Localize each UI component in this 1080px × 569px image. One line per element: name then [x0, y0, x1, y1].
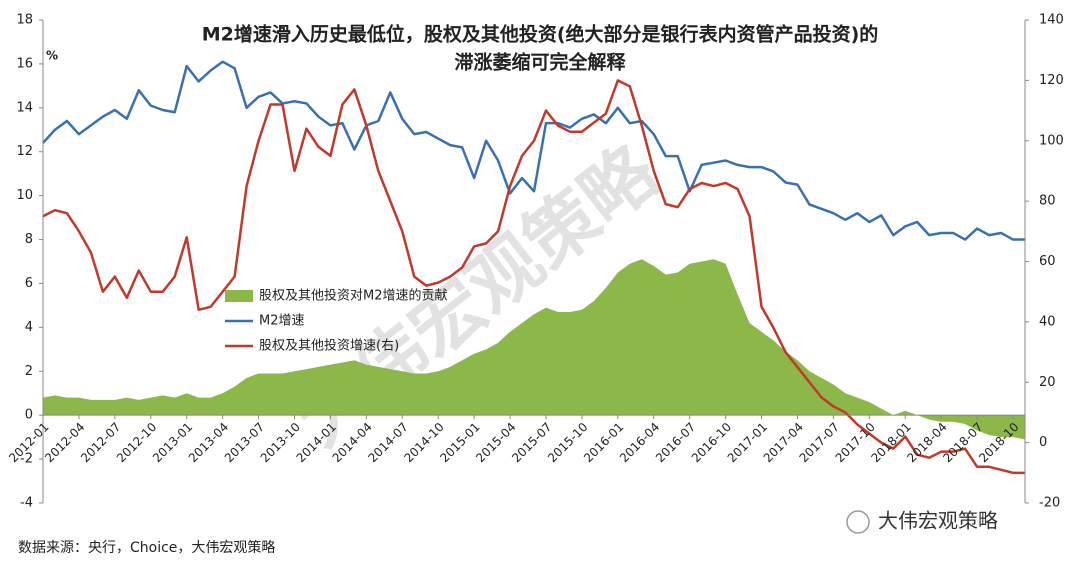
legend-swatch — [225, 290, 253, 302]
y-tick-label: 0 — [25, 408, 33, 423]
y2-tick-label: 60 — [1039, 254, 1056, 269]
y2-tick-label: 0 — [1039, 435, 1047, 450]
chart-title: M2增速滑入历史最低位，股权及其他投资(绝大部分是银行表内资管产品投资)的 — [202, 23, 879, 46]
y-unit: % — [46, 49, 58, 63]
y2-tick-label: -20 — [1039, 496, 1060, 511]
y-tick-label: 2 — [25, 364, 33, 379]
y2-tick-label: 140 — [1039, 13, 1064, 28]
line — [42, 79, 1025, 475]
y-tick-label: 6 — [25, 276, 33, 291]
y-tick-label: -2 — [20, 452, 33, 467]
y2-tick-label: 80 — [1039, 194, 1056, 209]
y-tick-label: 18 — [16, 13, 33, 28]
y-tick-label: 8 — [25, 232, 33, 247]
y-tick-label: 10 — [16, 188, 33, 203]
legend-label: 股权及其他投资对M2增速的贡献 — [259, 288, 448, 304]
y2-tick-label: 20 — [1039, 375, 1056, 390]
area — [43, 259, 1025, 440]
y-tick-label: 14 — [16, 100, 33, 115]
chart-title: 滞涨萎缩可完全解释 — [454, 51, 626, 74]
legend-label: 股权及其他投资增速(右) — [259, 338, 399, 354]
logo-text: 大伟宏观策略 — [878, 509, 998, 533]
legend-label: M2增速 — [259, 314, 305, 329]
source-note: 数据来源：央行，Choice，大伟宏观策略 — [18, 539, 275, 556]
y-tick-label: -4 — [20, 496, 33, 511]
y2-tick-label: 120 — [1039, 73, 1064, 88]
logo-icon — [846, 510, 870, 534]
y-tick-label: 4 — [25, 320, 33, 335]
y2-tick-label: 100 — [1039, 133, 1064, 148]
line — [42, 60, 1025, 241]
y-tick-label: 16 — [16, 56, 33, 71]
y2-tick-label: 40 — [1039, 314, 1056, 329]
y-tick-label: 12 — [16, 144, 33, 159]
